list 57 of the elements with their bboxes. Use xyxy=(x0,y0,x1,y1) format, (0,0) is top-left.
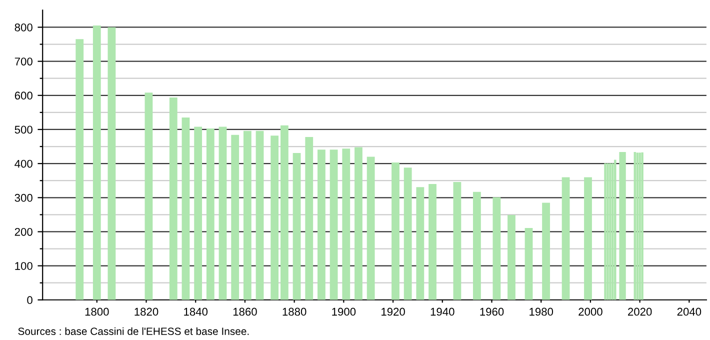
bar xyxy=(354,147,362,300)
x-tick-label: 1960 xyxy=(480,308,504,316)
bar xyxy=(492,197,501,300)
y-tick-label: 600 xyxy=(14,92,32,100)
x-tick-label: 2020 xyxy=(628,308,652,316)
source-note: Sources : base Cassini de l'EHESS et base Insee. xyxy=(18,327,249,336)
bar xyxy=(305,136,314,300)
x-tick-label: 1940 xyxy=(430,308,454,316)
bar xyxy=(366,156,375,300)
bar xyxy=(318,150,326,300)
bar xyxy=(416,187,424,300)
x-tick-label: 1880 xyxy=(282,308,306,316)
bar xyxy=(542,202,550,300)
bar xyxy=(562,177,570,300)
x-tick-label: 1920 xyxy=(382,308,405,316)
bar xyxy=(524,228,533,300)
bar xyxy=(194,126,202,300)
y-tick-label: 500 xyxy=(14,126,32,134)
bar xyxy=(342,148,350,300)
bar xyxy=(584,177,592,300)
x-tick-label: 2000 xyxy=(578,308,602,316)
bar xyxy=(330,150,338,300)
bar xyxy=(144,92,153,300)
x-tick-label: 1860 xyxy=(233,308,257,316)
bar xyxy=(76,39,84,300)
bar xyxy=(108,27,116,300)
y-tick-label: 400 xyxy=(14,160,32,168)
bar xyxy=(270,136,279,300)
bar xyxy=(428,184,436,300)
bar xyxy=(453,182,462,300)
bar xyxy=(243,130,252,300)
bar xyxy=(218,126,227,300)
bar xyxy=(92,26,101,300)
bar xyxy=(256,130,264,300)
bar xyxy=(472,192,481,300)
bar xyxy=(392,162,400,300)
x-tick-label: 2040 xyxy=(677,308,702,316)
x-tick-label: 1800 xyxy=(85,308,109,316)
x-tick-label: 1980 xyxy=(530,308,554,316)
bar xyxy=(508,215,516,300)
y-tick-label: 300 xyxy=(14,194,32,202)
y-tick-label: 800 xyxy=(14,24,32,32)
bar xyxy=(206,128,214,300)
bar xyxy=(231,134,240,300)
x-tick-label: 1840 xyxy=(184,308,208,316)
bar xyxy=(404,168,412,300)
y-tick-label: 100 xyxy=(15,262,32,270)
bar xyxy=(182,118,190,300)
x-tick-label: 1820 xyxy=(134,308,158,316)
x-tick-label: 1900 xyxy=(332,308,356,316)
y-tick-label: 200 xyxy=(14,228,32,236)
bar xyxy=(619,152,626,300)
y-tick-label: 700 xyxy=(14,58,32,66)
y-tick-label: 0 xyxy=(27,296,32,304)
bar xyxy=(292,152,301,300)
bar xyxy=(280,125,288,300)
bar xyxy=(169,97,178,300)
